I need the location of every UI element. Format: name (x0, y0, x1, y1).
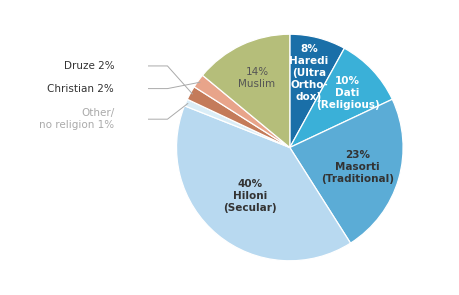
Text: 40%
Hiloni
(Secular): 40% Hiloni (Secular) (223, 178, 276, 212)
Text: Christian 2%: Christian 2% (47, 83, 114, 94)
Wedge shape (289, 99, 402, 243)
Wedge shape (187, 87, 289, 148)
Text: 14%
Muslim: 14% Muslim (238, 67, 275, 89)
Wedge shape (289, 34, 344, 148)
Text: Other/
no religion 1%: Other/ no religion 1% (39, 108, 114, 130)
Wedge shape (184, 99, 289, 148)
Text: 23%
Masorti
(Traditional): 23% Masorti (Traditional) (320, 150, 393, 184)
Text: Druze 2%: Druze 2% (63, 61, 114, 71)
Wedge shape (194, 75, 289, 148)
Wedge shape (176, 106, 350, 261)
Wedge shape (202, 34, 289, 148)
Wedge shape (289, 48, 392, 148)
Text: 8%
Haredi
(Ultra
Ortho-
dox): 8% Haredi (Ultra Ortho- dox) (289, 44, 328, 102)
Text: 10%
Dati
(Religious): 10% Dati (Religious) (315, 76, 379, 110)
